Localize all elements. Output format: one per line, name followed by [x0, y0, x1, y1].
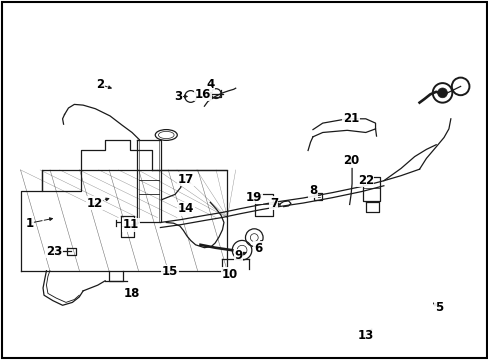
- Text: 20: 20: [342, 154, 359, 167]
- Text: 15: 15: [162, 265, 178, 278]
- Text: 13: 13: [357, 329, 373, 342]
- Text: 22: 22: [357, 174, 373, 186]
- Text: 3: 3: [174, 90, 182, 103]
- Text: 8: 8: [308, 184, 316, 197]
- Text: 9: 9: [234, 249, 242, 262]
- Text: 23: 23: [45, 245, 62, 258]
- Text: 12: 12: [86, 197, 102, 210]
- Text: 14: 14: [177, 202, 194, 215]
- Text: 6: 6: [254, 242, 262, 255]
- Text: 5: 5: [434, 301, 442, 314]
- Text: 7: 7: [269, 197, 277, 210]
- Text: 4: 4: [206, 78, 214, 91]
- Text: 18: 18: [123, 287, 140, 300]
- Text: 16: 16: [194, 88, 211, 101]
- Text: 11: 11: [122, 219, 139, 231]
- Text: 17: 17: [177, 173, 194, 186]
- Text: 1: 1: [25, 217, 33, 230]
- Text: 10: 10: [221, 268, 238, 281]
- Text: 19: 19: [245, 191, 262, 204]
- Text: 2: 2: [96, 78, 104, 91]
- Circle shape: [437, 88, 447, 98]
- Text: 21: 21: [342, 112, 359, 125]
